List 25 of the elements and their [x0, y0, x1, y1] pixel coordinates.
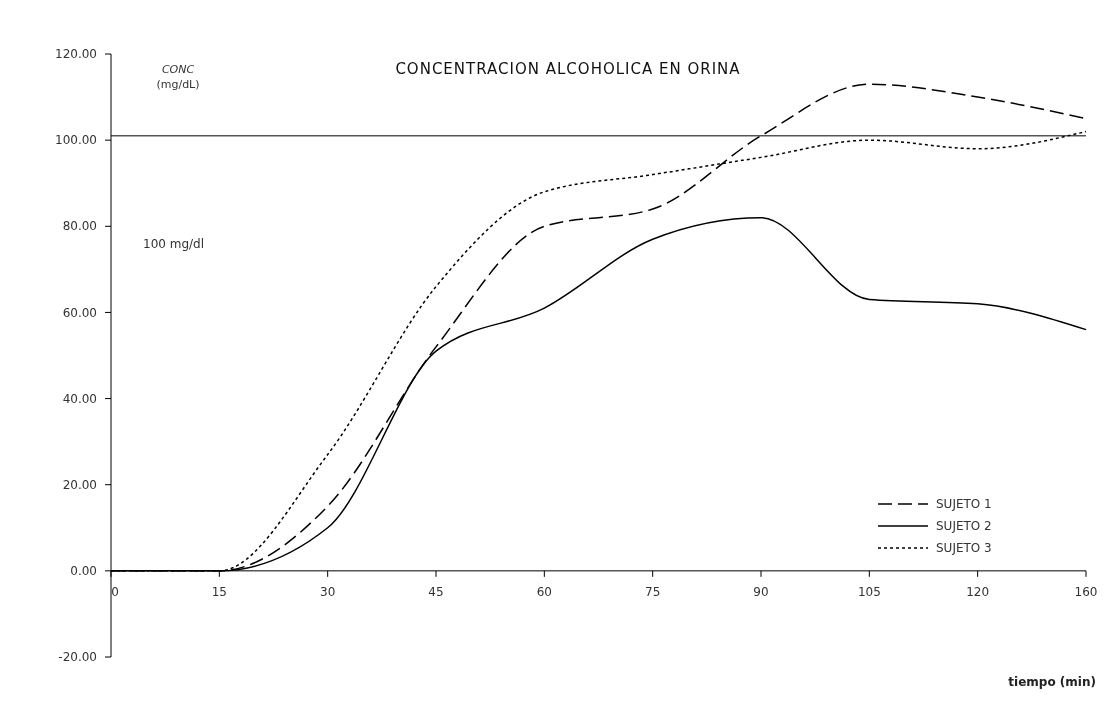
- x-tick-label: 0: [111, 584, 119, 599]
- y-tick-label: 100.00: [55, 133, 97, 148]
- y-tick-label: 80.00: [62, 219, 97, 234]
- y-tick-label: 60.00: [62, 305, 97, 320]
- legend-label: SUJETO 2: [936, 519, 992, 534]
- y-tick-label: -20.00: [58, 650, 97, 665]
- y-tick-label: 20.00: [62, 477, 97, 492]
- x-tick-label: 120: [966, 584, 990, 599]
- y-tick-label: 40.00: [62, 391, 97, 406]
- y-tick-label: 0.00: [70, 564, 97, 579]
- x-tick-label: 30: [320, 584, 336, 599]
- legend-label: SUJETO 3: [936, 541, 992, 556]
- legend-label: SUJETO 1: [936, 497, 992, 512]
- x-tick-label: 160: [1074, 584, 1098, 599]
- x-tick-label: 45: [428, 584, 444, 599]
- y-axis-title: CONC (mg/dL): [156, 63, 200, 91]
- x-tick-label: 15: [211, 584, 227, 599]
- y-tick-label: 120.00: [55, 47, 97, 62]
- annotation: 100 mg/dl: [143, 237, 205, 251]
- x-tick-label: 105: [857, 584, 881, 599]
- x-tick-label: 60: [536, 584, 552, 599]
- chart-title: CONCENTRACION ALCOHOLICA EN ORINA: [395, 60, 741, 78]
- x-tick-label: 75: [645, 584, 661, 599]
- x-axis-title: tiempo (min): [1008, 675, 1096, 689]
- x-tick-label: 90: [753, 584, 769, 599]
